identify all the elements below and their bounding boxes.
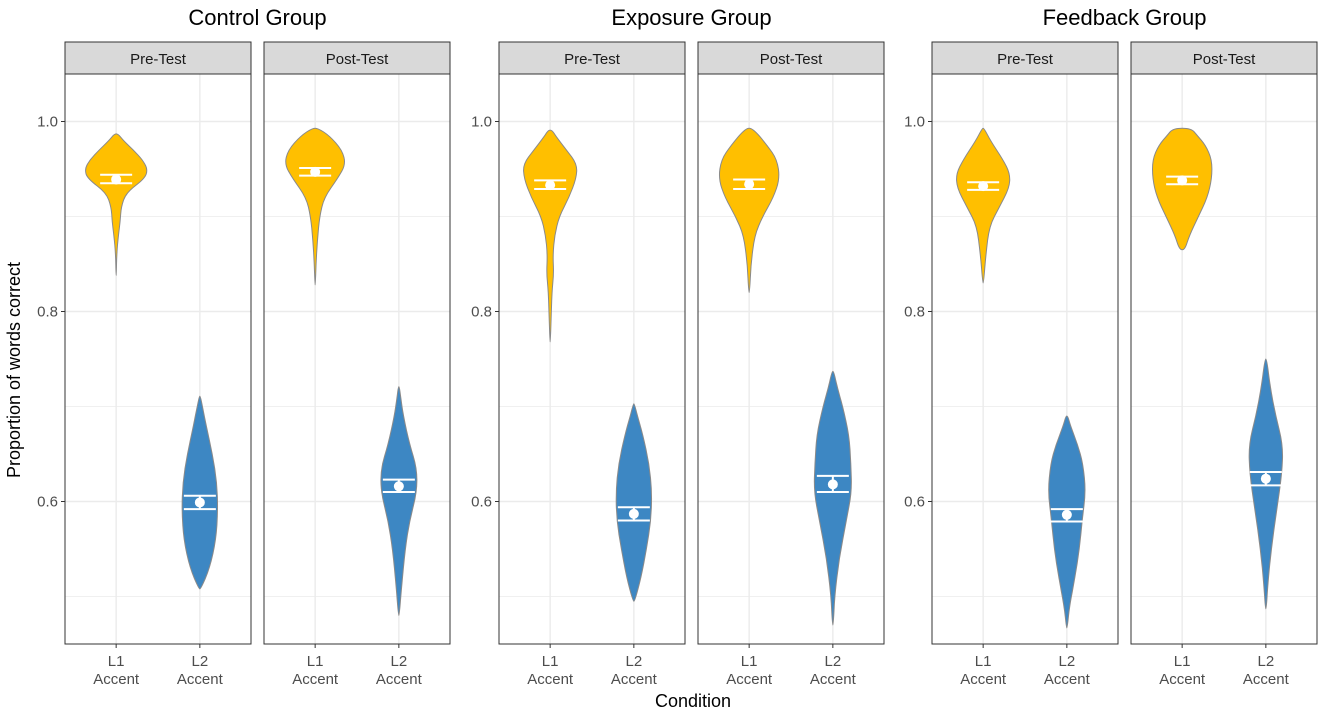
violin-l2: [615, 403, 653, 602]
panel-border: [263, 73, 451, 645]
x-tick-label: L2: [192, 653, 209, 670]
mean-point: [310, 166, 321, 177]
mean-point: [1260, 473, 1271, 484]
x-tick-label: Accent: [1243, 671, 1290, 688]
x-tick-label: L1: [741, 653, 758, 670]
facet-strip: [263, 41, 451, 75]
facet-strip-label: Post-Test: [1193, 51, 1256, 68]
x-tick-label: Accent: [960, 671, 1007, 688]
x-tick-label: Accent: [93, 671, 140, 688]
mean-point: [827, 479, 838, 490]
facet-strip: [498, 41, 686, 75]
group-title: Control Group: [188, 5, 326, 30]
x-tick-label: L2: [391, 653, 408, 670]
x-tick-label: Accent: [810, 671, 857, 688]
x-tick-label: Accent: [177, 671, 224, 688]
mean-point: [744, 179, 755, 190]
y-axis-title: Proportion of words correct: [4, 262, 24, 478]
x-tick-label: L2: [825, 653, 842, 670]
violin-l2: [380, 386, 418, 617]
panel-background: [932, 74, 1118, 644]
mean-point: [194, 497, 205, 508]
mean-point: [978, 181, 989, 192]
y-tick-label: 0.8: [471, 304, 492, 321]
mean-point: [393, 481, 404, 492]
x-axis-title: Condition: [655, 691, 731, 711]
panel-border: [697, 73, 885, 645]
violin-l1: [956, 127, 1011, 284]
x-tick-label: L2: [1258, 653, 1275, 670]
x-tick-label: Accent: [376, 671, 423, 688]
x-tick-label: Accent: [611, 671, 658, 688]
panel-border: [931, 73, 1119, 645]
facet-strip: [1130, 41, 1318, 75]
x-tick-label: Accent: [292, 671, 339, 688]
y-tick-label: 0.6: [471, 494, 492, 511]
y-tick-label: 1.0: [471, 114, 492, 131]
y-tick-label: 1.0: [37, 114, 58, 131]
facet-strip-label: Post-Test: [326, 51, 389, 68]
group-title: Feedback Group: [1043, 5, 1207, 30]
x-tick-label: L1: [307, 653, 324, 670]
x-tick-label: L2: [626, 653, 643, 670]
violin-l2: [181, 395, 219, 590]
facet-strip-label: Pre-Test: [130, 51, 187, 68]
violin-l2: [813, 370, 852, 626]
mean-point: [545, 180, 556, 191]
x-tick-label: L1: [975, 653, 992, 670]
panel-border: [64, 73, 252, 645]
panel-border: [1130, 73, 1318, 645]
x-tick-label: L1: [108, 653, 125, 670]
y-tick-label: 0.8: [904, 304, 925, 321]
violin-l1: [85, 133, 148, 276]
y-tick-label: 1.0: [904, 114, 925, 131]
x-tick-label: L1: [542, 653, 559, 670]
y-tick-label: 0.6: [904, 494, 925, 511]
facet-strip-label: Pre-Test: [997, 51, 1054, 68]
y-tick-label: 0.8: [37, 304, 58, 321]
mean-point: [1177, 175, 1188, 186]
x-tick-label: Accent: [527, 671, 574, 688]
facet-strip-label: Post-Test: [760, 51, 823, 68]
violin-l1: [718, 127, 780, 294]
mean-point: [1061, 509, 1072, 520]
mean-point: [111, 174, 122, 185]
facet-strip-label: Pre-Test: [564, 51, 621, 68]
x-tick-label: L1: [1174, 653, 1191, 670]
violin-l1: [1151, 127, 1213, 251]
mean-point: [628, 508, 639, 519]
panel-border: [498, 73, 686, 645]
x-tick-label: Accent: [1159, 671, 1206, 688]
group-title: Exposure Group: [611, 5, 771, 30]
x-tick-label: Accent: [1044, 671, 1091, 688]
y-tick-label: 0.6: [37, 494, 58, 511]
x-tick-label: Accent: [726, 671, 773, 688]
violin-l1: [523, 129, 578, 343]
x-tick-label: L2: [1059, 653, 1076, 670]
facet-strip: [697, 41, 885, 75]
